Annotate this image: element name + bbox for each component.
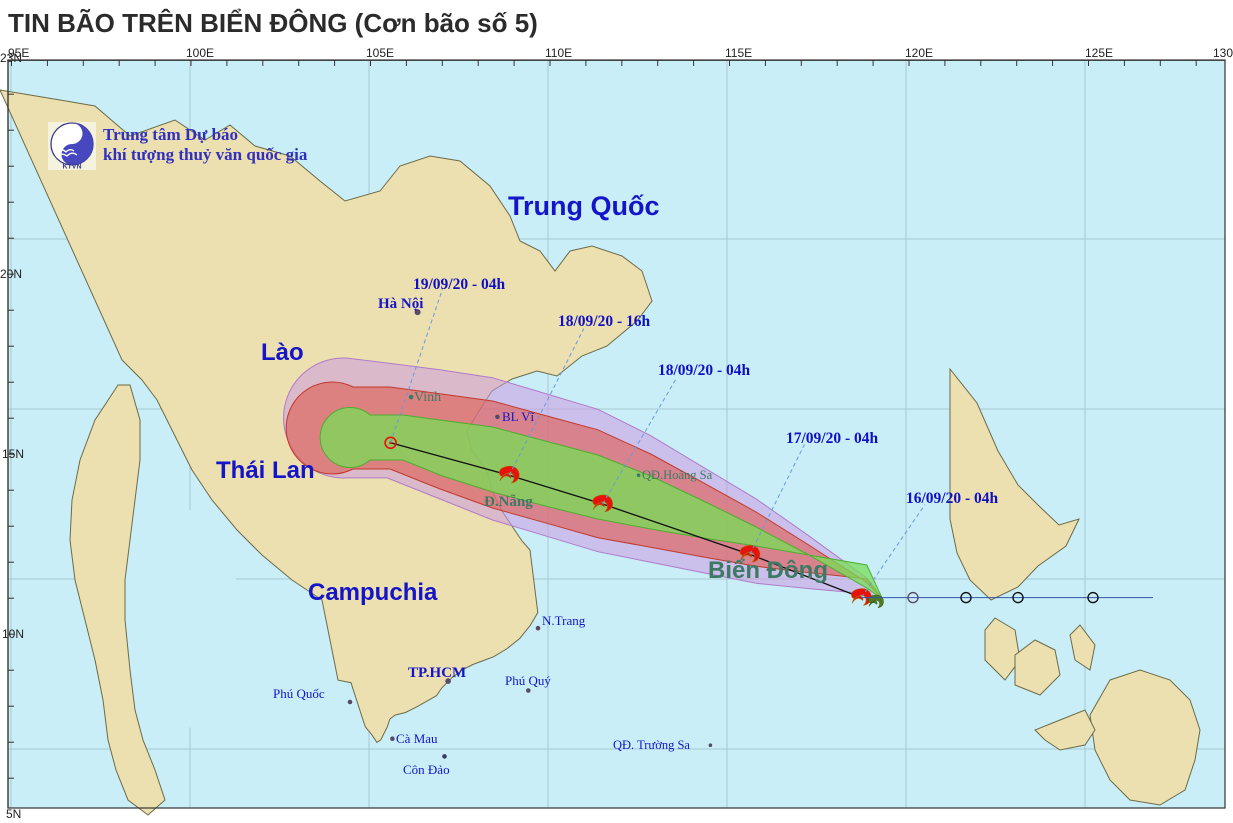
- svg-text:110E: 110E: [545, 46, 572, 60]
- svg-text:Đ.Nẵng: Đ.Nẵng: [484, 494, 533, 510]
- svg-text:Lào: Lào: [261, 339, 304, 366]
- svg-text:Trung tâm Dự báo: Trung tâm Dự báo: [103, 125, 238, 144]
- svg-text:130E: 130E: [1213, 46, 1233, 60]
- svg-text:BL Vĩ: BL Vĩ: [502, 409, 535, 424]
- svg-text:16/09/20 - 04h: 16/09/20 - 04h: [906, 490, 999, 507]
- svg-text:Côn Đảo: Côn Đảo: [403, 762, 450, 777]
- svg-text:23N: 23N: [0, 51, 22, 65]
- svg-text:Hà Nội: Hà Nội: [378, 296, 423, 312]
- svg-text:Trung Quốc: Trung Quốc: [508, 191, 660, 221]
- svg-text:100E: 100E: [186, 46, 214, 60]
- svg-text:Phú Quý: Phú Quý: [505, 673, 551, 688]
- svg-text:KTVN: KTVN: [62, 164, 81, 171]
- svg-text:15N: 15N: [2, 447, 24, 461]
- svg-text:18/09/20 - 16h: 18/09/20 - 16h: [558, 313, 651, 330]
- svg-text:10N: 10N: [2, 627, 24, 641]
- svg-text:Cà Mau: Cà Mau: [396, 731, 438, 746]
- svg-text:105E: 105E: [366, 46, 394, 60]
- svg-text:120E: 120E: [905, 46, 933, 60]
- svg-text:Biển Đông: Biển Đông: [708, 557, 828, 584]
- svg-text:Vinh: Vinh: [414, 390, 441, 405]
- svg-text:17/09/20 - 04h: 17/09/20 - 04h: [786, 430, 879, 447]
- svg-text:Campuchia: Campuchia: [308, 579, 438, 606]
- svg-text:115E: 115E: [725, 46, 752, 60]
- svg-text:125E: 125E: [1085, 46, 1113, 60]
- svg-text:18/09/20 - 04h: 18/09/20 - 04h: [658, 362, 751, 379]
- svg-text:20N: 20N: [0, 267, 22, 281]
- svg-text:Thái Lan: Thái Lan: [216, 457, 315, 484]
- svg-text:Phú Quốc: Phú Quốc: [273, 686, 325, 701]
- svg-text:QĐ.Hoàng Sa: QĐ.Hoàng Sa: [642, 468, 713, 482]
- svg-text:QĐ. Trường Sa: QĐ. Trường Sa: [613, 738, 690, 752]
- svg-text:5N: 5N: [6, 807, 21, 821]
- svg-text:TP.HCM: TP.HCM: [408, 665, 466, 681]
- svg-text:khí tượng thuỷ văn quốc gia: khí tượng thuỷ văn quốc gia: [103, 145, 308, 164]
- svg-text:N.Trang: N.Trang: [542, 613, 586, 628]
- svg-text:19/09/20 - 04h: 19/09/20 - 04h: [413, 276, 506, 293]
